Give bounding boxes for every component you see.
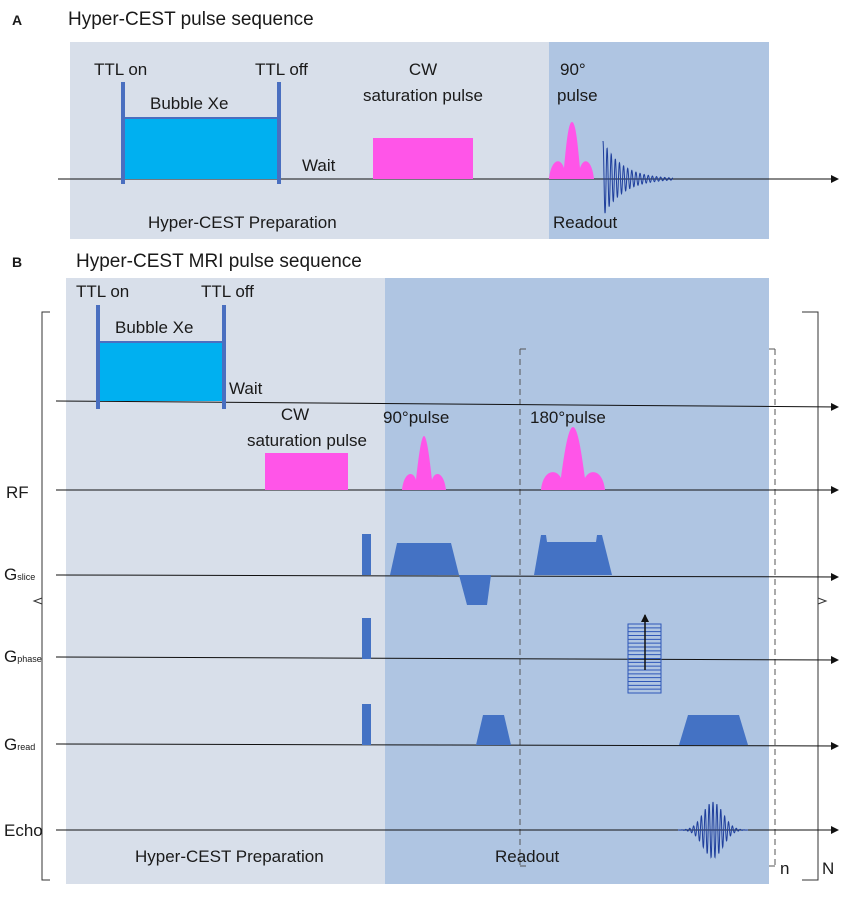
spoiler-gradient-slice	[362, 534, 371, 575]
ttl-off-label: TTL off	[201, 282, 254, 301]
readout-gradient	[679, 715, 748, 745]
left-bracket-tip	[32, 597, 43, 605]
cw-label: CW	[409, 60, 437, 79]
bubble-xe-block	[98, 343, 224, 401]
ttl-on-label: TTL on	[76, 282, 129, 301]
slice-select-gradient	[390, 543, 459, 575]
rf-180-pulse	[541, 427, 605, 490]
g-slice-letter: G	[4, 565, 17, 584]
panel-b-letter: B	[12, 254, 22, 270]
echo-signal	[677, 801, 749, 859]
bubble-xe-block	[123, 119, 279, 179]
spoiler-gradient-phase	[362, 618, 371, 659]
hyper-cest-preparation-label: Hyper-CEST Preparation	[135, 847, 324, 866]
wait-label: Wait	[229, 379, 263, 398]
g-phase-axis	[55, 655, 839, 664]
cw-label: CW	[281, 405, 309, 424]
bubble-xe-label: Bubble Xe	[115, 318, 193, 337]
rf-label: RF	[6, 483, 29, 502]
read-prephase-gradient	[476, 715, 511, 745]
fid-signal	[602, 140, 674, 214]
g-slice-axis	[55, 572, 839, 581]
panel-a: A Hyper-CEST pulse sequence TTL on TTL o…	[12, 9, 839, 239]
slice-crusher-gradient	[534, 535, 612, 575]
g-slice-label: Gslice	[4, 565, 35, 584]
spoiler-gradient-read	[362, 704, 371, 745]
rf-90-pulse	[549, 122, 594, 179]
g-read-label: Gread	[4, 735, 35, 754]
left-bracket	[41, 311, 50, 881]
pulse-180-label: 180°pulse	[530, 408, 606, 427]
panel-a-title: Hyper-CEST pulse sequence	[68, 9, 314, 30]
readout-region	[385, 278, 769, 884]
right-bracket-N-tip	[817, 597, 828, 605]
readout-region	[549, 42, 769, 239]
g-read-subscript: read	[17, 742, 35, 752]
ttl-on-label: TTL on	[94, 60, 147, 79]
g-phase-subscript: phase	[17, 654, 42, 664]
cw-saturation-pulse	[373, 138, 473, 179]
loop-bracket-left	[519, 348, 528, 867]
repeat-N-label: N	[822, 859, 834, 878]
panel-b: B Hyper-CEST MRI pulse sequence N n TTL …	[4, 251, 839, 884]
wait-label: Wait	[302, 156, 336, 175]
bubble-xe-label: Bubble Xe	[150, 94, 228, 113]
g-read-letter: G	[4, 735, 17, 754]
right-bracket-N	[802, 311, 819, 881]
echo-label: Echo	[4, 821, 43, 840]
slice-rephase-gradient	[459, 575, 491, 605]
repeat-n-label: n	[780, 859, 789, 878]
g-phase-letter: G	[4, 647, 17, 666]
hyper-cest-preparation-label: Hyper-CEST Preparation	[148, 213, 337, 232]
readout-label: Readout	[495, 847, 560, 866]
ttl-off-label: TTL off	[255, 60, 308, 79]
pulse-label: pulse	[557, 86, 598, 105]
panel-a-letter: A	[12, 12, 22, 28]
panel-b-title: Hyper-CEST MRI pulse sequence	[76, 251, 362, 272]
pulse-90-label: 90°pulse	[383, 408, 449, 427]
g-slice-subscript: slice	[17, 572, 35, 582]
g-phase-label: Gphase	[4, 647, 42, 666]
cw-saturation-pulse	[265, 453, 348, 490]
pulse-90-degree-label: 90°	[560, 60, 586, 79]
readout-label: Readout	[553, 213, 618, 232]
saturation-pulse-label: saturation pulse	[363, 86, 483, 105]
rf-90-pulse	[402, 436, 446, 490]
saturation-pulse-label: saturation pulse	[247, 431, 367, 450]
g-read-axis	[55, 741, 839, 750]
loop-bracket-right	[767, 348, 776, 867]
ttl-timeline	[55, 400, 839, 411]
